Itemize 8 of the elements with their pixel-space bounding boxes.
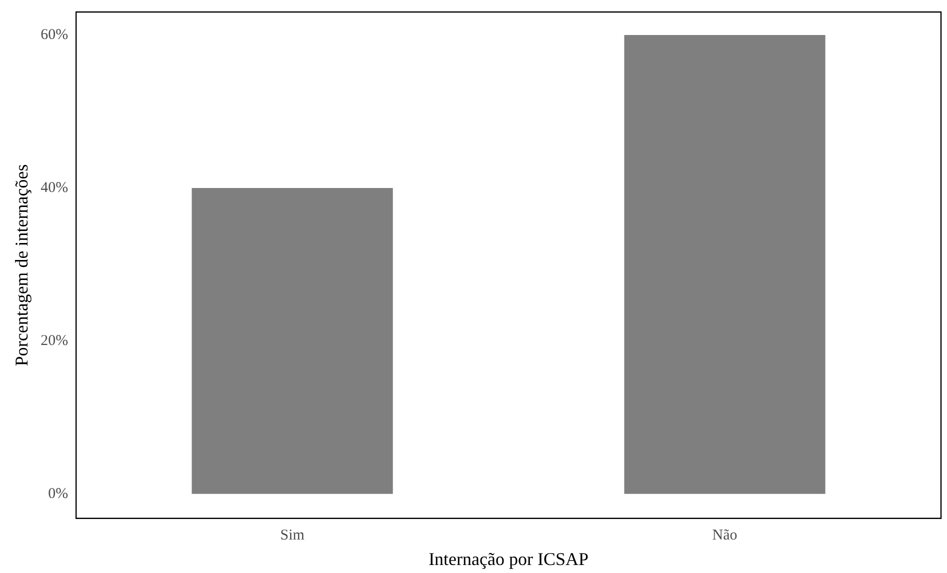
x-axis-title: Internação por ICSAP — [428, 548, 589, 569]
y-tick-label: 20% — [40, 332, 68, 349]
y-tick-label: 60% — [40, 26, 68, 43]
x-tick-label: Sim — [280, 527, 305, 544]
y-tick-label: 40% — [40, 180, 68, 196]
y-axis-title: Porcentagem de internações — [12, 164, 32, 366]
x-tick-label: Não — [712, 527, 738, 544]
y-tick-label: 0% — [48, 486, 68, 502]
